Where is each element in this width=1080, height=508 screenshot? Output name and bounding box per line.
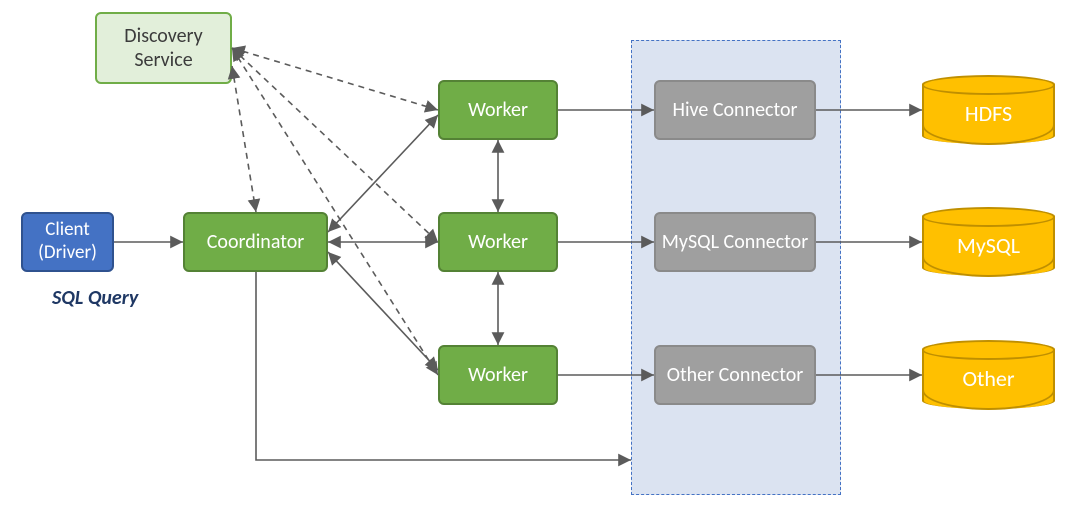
hive-connector-label: Hive Connector bbox=[672, 98, 797, 122]
mysql-label: MySQL bbox=[922, 208, 1055, 276]
discovery-service-box: Discovery Service bbox=[95, 12, 232, 84]
worker-2-box: Worker bbox=[438, 212, 558, 272]
other-label: Other bbox=[922, 341, 1055, 409]
worker-2-label: Worker bbox=[468, 230, 528, 254]
mysql-connector-label: MySQL Connector bbox=[662, 230, 808, 254]
coordinator-box: Coordinator bbox=[183, 212, 328, 272]
other-connector-box: Other Connector bbox=[654, 345, 816, 405]
discovery-service-label: Discovery Service bbox=[101, 24, 226, 72]
hdfs-cylinder: HDFS bbox=[922, 76, 1055, 144]
coordinator-label: Coordinator bbox=[207, 230, 304, 254]
worker-3-label: Worker bbox=[468, 363, 528, 387]
client-label: Client (Driver) bbox=[27, 219, 108, 265]
worker-3-box: Worker bbox=[438, 345, 558, 405]
hive-connector-box: Hive Connector bbox=[654, 80, 816, 140]
client-box: Client (Driver) bbox=[21, 212, 114, 272]
sql-query-annotation: SQL Query bbox=[52, 286, 138, 310]
mysql-cylinder: MySQL bbox=[922, 208, 1055, 276]
other-connector-label: Other Connector bbox=[667, 363, 804, 387]
worker-1-box: Worker bbox=[438, 80, 558, 140]
mysql-connector-box: MySQL Connector bbox=[654, 212, 816, 272]
worker-1-label: Worker bbox=[468, 98, 528, 122]
hdfs-label: HDFS bbox=[922, 76, 1055, 144]
other-cylinder: Other bbox=[922, 341, 1055, 409]
